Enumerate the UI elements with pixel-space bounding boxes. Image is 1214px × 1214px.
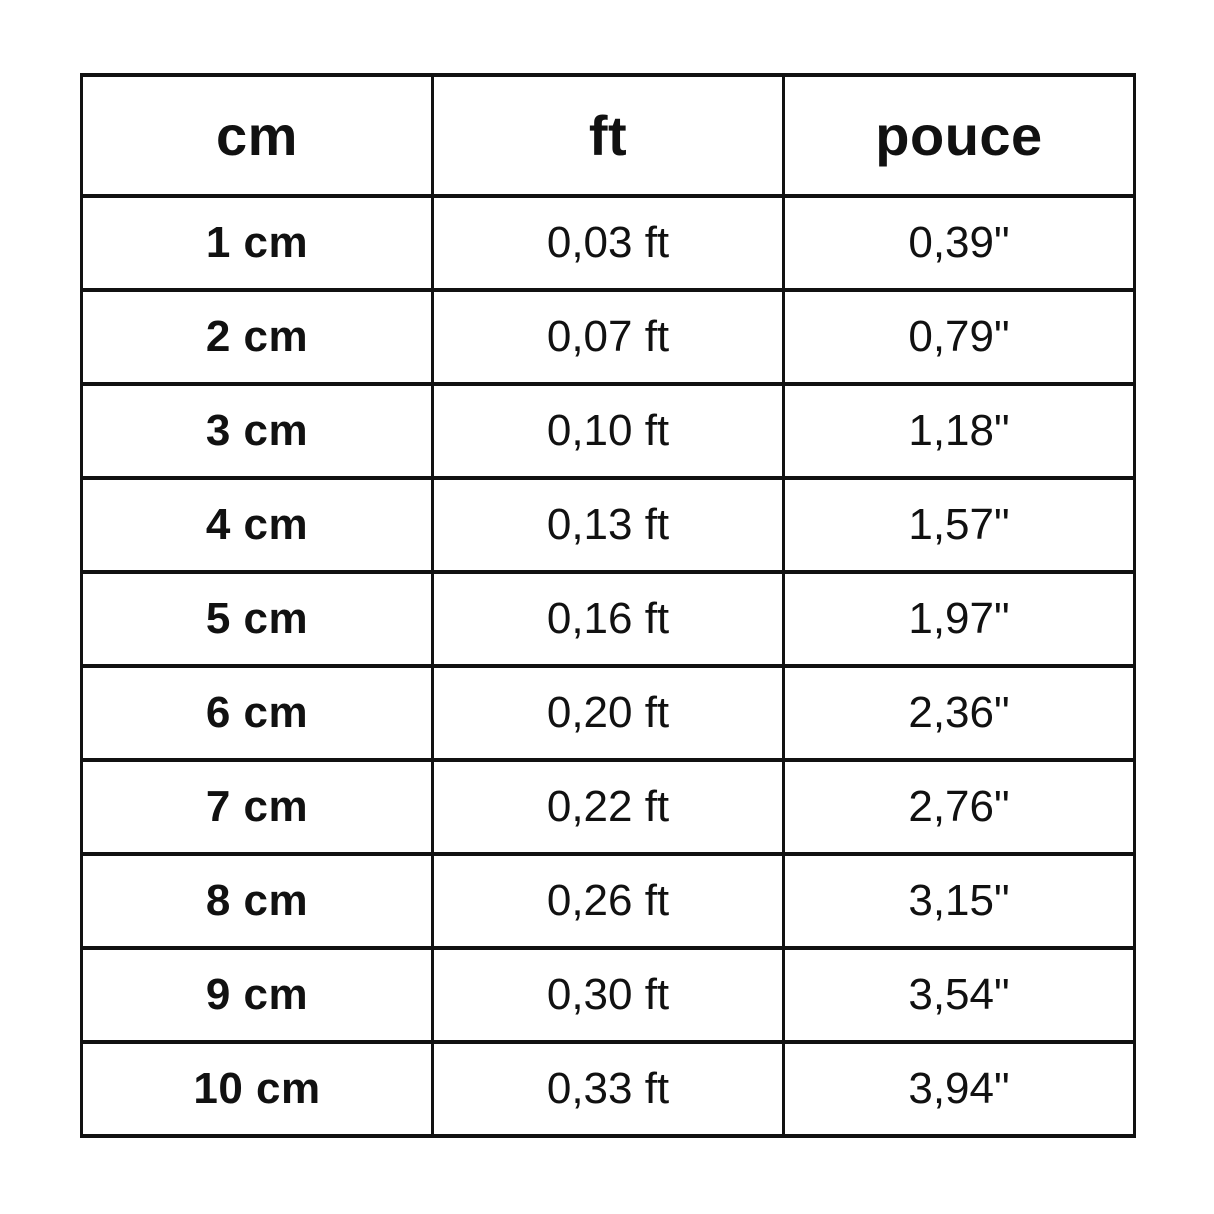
cell-cm: 6 cm xyxy=(80,664,434,762)
cell-pouce: 2,36" xyxy=(782,664,1136,762)
table-row: 1 cm 0,03 ft 0,39" xyxy=(80,194,1136,292)
cell-ft: 0,16 ft xyxy=(431,570,785,668)
cell-pouce: 1,57" xyxy=(782,476,1136,574)
cell-pouce: 3,54" xyxy=(782,946,1136,1044)
cell-pouce: 2,76" xyxy=(782,758,1136,856)
cell-cm: 2 cm xyxy=(80,288,434,386)
cell-ft: 0,22 ft xyxy=(431,758,785,856)
cell-ft: 0,26 ft xyxy=(431,852,785,950)
cell-cm: 3 cm xyxy=(80,382,434,480)
column-header-ft: ft xyxy=(431,73,785,198)
cell-ft: 0,30 ft xyxy=(431,946,785,1044)
cell-ft: 0,33 ft xyxy=(431,1040,785,1138)
table-header: cm ft pouce xyxy=(80,73,1136,198)
table-row: 2 cm 0,07 ft 0,79" xyxy=(80,288,1136,386)
cell-cm: 7 cm xyxy=(80,758,434,856)
cell-cm: 8 cm xyxy=(80,852,434,950)
table-row: 6 cm 0,20 ft 2,36" xyxy=(80,664,1136,762)
column-header-pouce: pouce xyxy=(782,73,1136,198)
table-row: 4 cm 0,13 ft 1,57" xyxy=(80,476,1136,574)
column-header-cm: cm xyxy=(80,73,434,198)
cell-pouce: 0,79" xyxy=(782,288,1136,386)
cell-ft: 0,20 ft xyxy=(431,664,785,762)
cell-pouce: 1,97" xyxy=(782,570,1136,668)
table-row: 9 cm 0,30 ft 3,54" xyxy=(80,946,1136,1044)
cell-ft: 0,03 ft xyxy=(431,194,785,292)
cell-ft: 0,10 ft xyxy=(431,382,785,480)
cm-ft-pouce-conversion-table: cm ft pouce 1 cm 0,03 ft 0,39" 2 cm 0,07… xyxy=(80,73,1136,1138)
cell-pouce: 0,39" xyxy=(782,194,1136,292)
table-row: 8 cm 0,26 ft 3,15" xyxy=(80,852,1136,950)
cell-pouce: 1,18" xyxy=(782,382,1136,480)
header-row: cm ft pouce xyxy=(80,73,1136,198)
table-body: 1 cm 0,03 ft 0,39" 2 cm 0,07 ft 0,79" 3 … xyxy=(80,194,1136,1138)
cell-cm: 4 cm xyxy=(80,476,434,574)
cell-cm: 1 cm xyxy=(80,194,434,292)
cell-pouce: 3,94" xyxy=(782,1040,1136,1138)
table-row: 10 cm 0,33 ft 3,94" xyxy=(80,1040,1136,1138)
cell-ft: 0,13 ft xyxy=(431,476,785,574)
cell-ft: 0,07 ft xyxy=(431,288,785,386)
cell-pouce: 3,15" xyxy=(782,852,1136,950)
cell-cm: 10 cm xyxy=(80,1040,434,1138)
table-row: 7 cm 0,22 ft 2,76" xyxy=(80,758,1136,856)
cell-cm: 9 cm xyxy=(80,946,434,1044)
table-row: 5 cm 0,16 ft 1,97" xyxy=(80,570,1136,668)
cell-cm: 5 cm xyxy=(80,570,434,668)
table-row: 3 cm 0,10 ft 1,18" xyxy=(80,382,1136,480)
